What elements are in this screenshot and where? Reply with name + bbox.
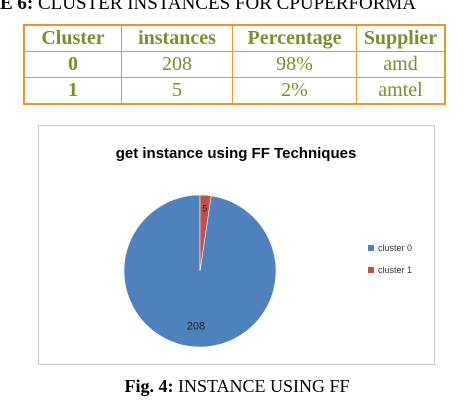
table-caption-text: CLUSTER INSTANCES FOR CPUPERFORMA: [33, 0, 417, 14]
header-instances: instances: [121, 24, 233, 52]
legend-label: cluster 1: [378, 265, 412, 275]
figure-caption-label: Fig. 4:: [124, 376, 174, 396]
header-cluster: Cluster: [23, 24, 122, 52]
cell-supplier: amtel: [356, 77, 446, 105]
legend-swatch: [368, 245, 374, 251]
cell-instances: 208: [121, 51, 233, 78]
pie-slice-cluster-1: [199, 194, 212, 272]
cell-percentage: 2%: [232, 77, 357, 105]
cell-cluster: 1: [23, 77, 122, 105]
figure-caption-text: INSTANCE USING FF: [173, 376, 350, 396]
cluster-table: Cluster instances Percentage Supplier 0 …: [23, 24, 446, 105]
cell-cluster: 0: [23, 51, 122, 78]
table-row: 1 5 2% amtel: [23, 77, 446, 105]
figure-caption: Fig. 4: INSTANCE USING FF: [0, 376, 474, 397]
table-caption-label: E 6:: [0, 0, 34, 14]
cell-instances: 5: [121, 77, 233, 105]
pie-data-label: 5: [202, 203, 207, 213]
header-percentage: Percentage: [232, 24, 357, 52]
pie-data-label: 208: [187, 321, 205, 333]
cell-percentage: 98%: [232, 51, 357, 78]
cell-supplier: amd: [356, 51, 446, 78]
table-row: 0 208 98% amd: [23, 51, 446, 78]
chart-title: get instance using FF Techniques: [116, 145, 357, 162]
chart-legend: cluster 0 cluster 1: [368, 243, 412, 275]
header-supplier: Supplier: [356, 24, 446, 52]
legend-swatch: [368, 267, 374, 273]
table-header-row: Cluster instances Percentage Supplier: [23, 24, 446, 52]
table-caption: E 6: CLUSTER INSTANCES FOR CPUPERFORMA: [0, 0, 474, 14]
pie-chart: get instance using FF Techniques 208 5 cl…: [38, 125, 435, 365]
legend-label: cluster 0: [378, 243, 412, 253]
